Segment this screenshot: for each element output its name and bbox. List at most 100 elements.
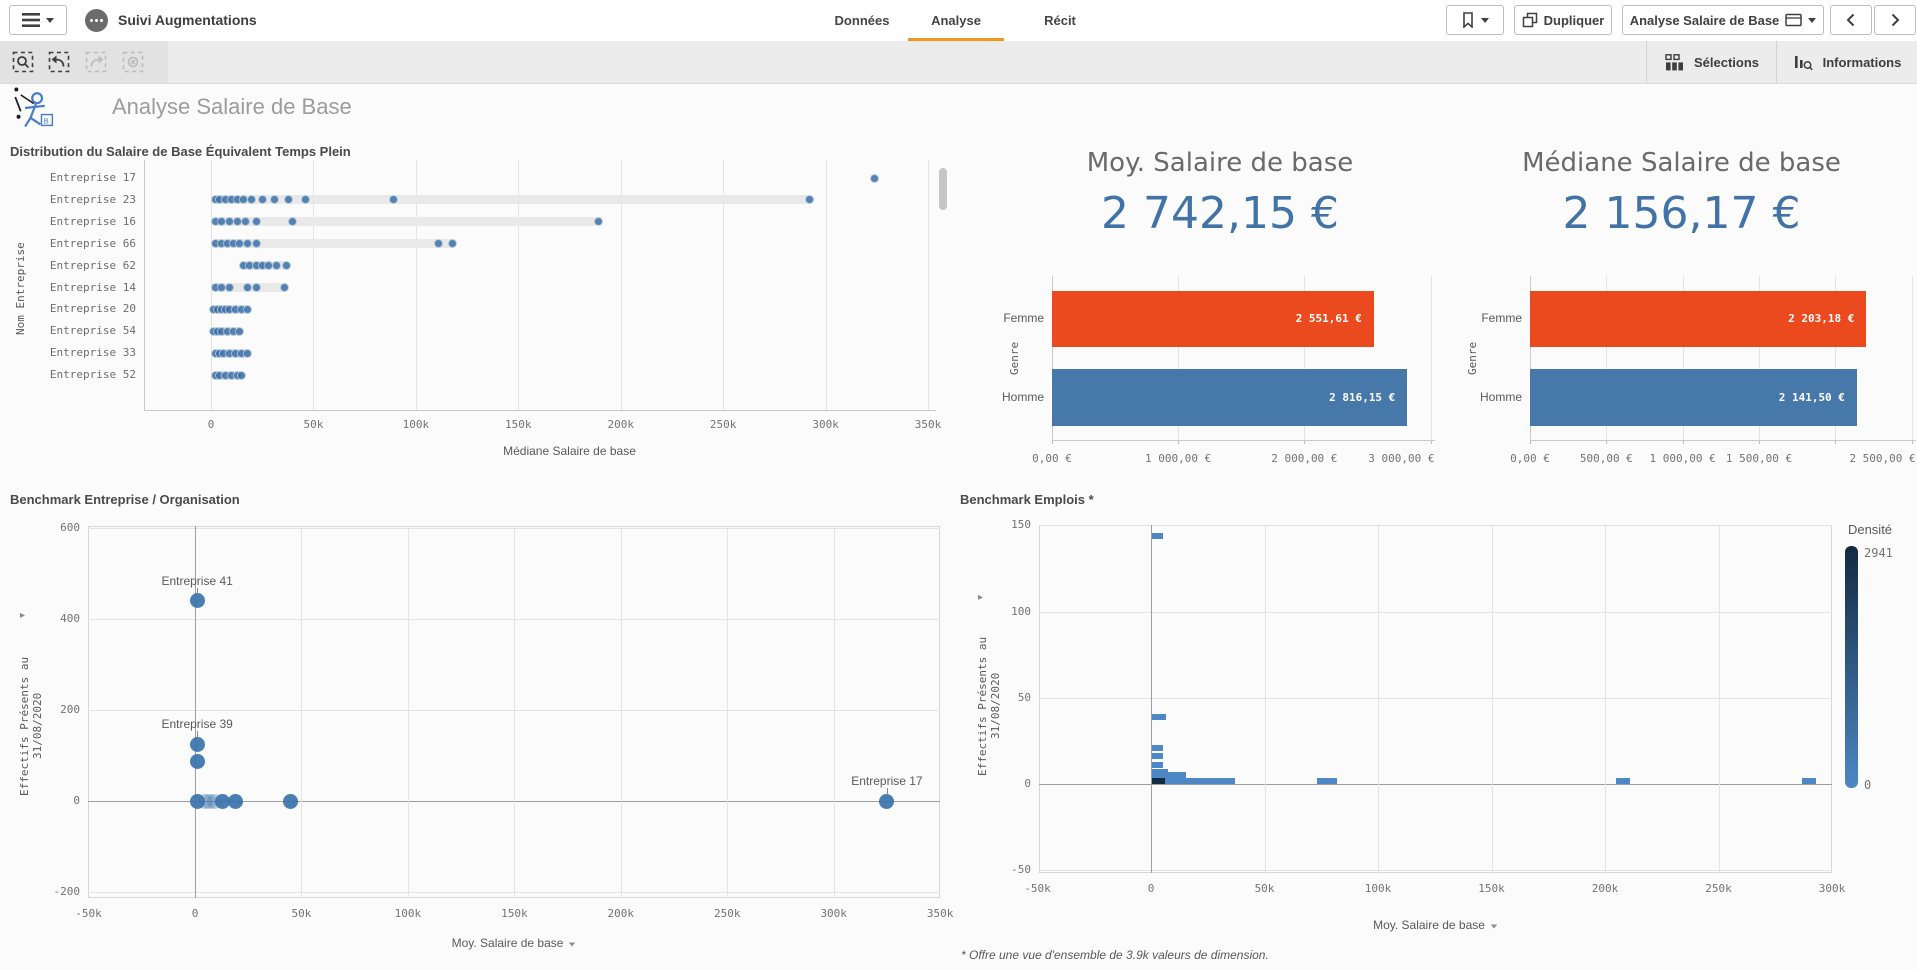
y-axis-title: Genre (1008, 328, 1021, 388)
chart-distribution-salaire[interactable]: Distribution du Salaire de Base Équivale… (6, 136, 956, 462)
legend-gradient-bar[interactable] (1845, 546, 1858, 788)
x-axis-title-label: Moy. Salaire de base (1373, 918, 1485, 932)
global-menu-button[interactable] (9, 5, 67, 35)
distribution-dot[interactable] (235, 327, 244, 336)
grid-line (928, 160, 929, 410)
axis-tick-label: 200k (591, 907, 651, 920)
x-axis-line (1052, 440, 1435, 441)
axis-tick-label: 0 (181, 418, 241, 431)
density-mark[interactable] (1802, 778, 1816, 784)
scatter-point[interactable] (190, 754, 205, 769)
row-label: Entreprise 14 (36, 281, 136, 294)
legend-title: Densité (1828, 522, 1912, 537)
distribution-dot[interactable] (252, 239, 261, 248)
selections-tool-button[interactable]: Sélections (1646, 41, 1777, 83)
axis-tick-label: 50k (283, 418, 343, 431)
distribution-dot[interactable] (252, 217, 261, 226)
duplicate-button[interactable]: Dupliquer (1514, 5, 1612, 35)
grid-line (1378, 525, 1379, 873)
step-forward-button[interactable] (79, 45, 113, 79)
distribution-dot[interactable] (225, 283, 234, 292)
distribution-range-bar[interactable] (215, 217, 598, 226)
y-axis-title[interactable]: Effectifs Présents au 31/08/2020 (18, 636, 44, 816)
y-axis-title[interactable]: Effectifs Présents au 31/08/2020 (976, 616, 1002, 796)
chevron-down-icon (569, 943, 575, 947)
axis-tick-label: 300k (796, 418, 856, 431)
axis-tick-label: 250k (693, 418, 753, 431)
axis-tick-label: 1 500,00 € (1714, 452, 1804, 465)
previous-sheet-button[interactable] (1830, 5, 1872, 35)
tab-donnees[interactable]: Données (820, 0, 904, 41)
top-bar: Suivi Augmentations Données Analyse Réci… (0, 0, 1917, 42)
distribution-dot[interactable] (448, 239, 457, 248)
clear-selections-button[interactable] (116, 45, 150, 79)
category-label: Homme (1458, 390, 1522, 404)
density-mark[interactable] (1152, 753, 1163, 759)
undo-icon (48, 51, 70, 73)
row-label: Entreprise 66 (36, 237, 136, 250)
axis-tick-label: 2 500,00 € (1826, 452, 1916, 465)
axis-tick-label: 100k (1348, 882, 1408, 895)
distribution-dot[interactable] (252, 283, 261, 292)
bar-value-label: 2 203,18 € (1530, 291, 1854, 347)
density-mark[interactable] (1317, 778, 1337, 784)
kpi-title[interactable]: Médiane Salaire de base (1462, 148, 1902, 178)
scatter-point[interactable] (283, 794, 298, 809)
distribution-dot[interactable] (237, 371, 246, 380)
x-axis-title: Médiane Salaire de base (460, 444, 680, 458)
bar-value-label: 2 551,61 € (1052, 291, 1362, 347)
scrollbar[interactable] (939, 168, 947, 210)
chart-benchmark-entreprise[interactable]: Benchmark Entreprise / Organisation60040… (6, 486, 954, 966)
app-title: Suivi Augmentations (118, 0, 257, 41)
sheet-selector[interactable]: Analyse Salaire de Base (1622, 5, 1824, 35)
chart-kpi-moyenne-salaire[interactable]: Moy. Salaire de base2 742,15 €0,00 €1 00… (1000, 136, 1452, 470)
distribution-dot[interactable] (243, 305, 252, 314)
sheet-logo: B (12, 84, 60, 132)
grid-line (1265, 525, 1266, 873)
x-axis-title[interactable]: Moy. Salaire de base (394, 936, 634, 950)
density-mark[interactable] (1152, 714, 1166, 720)
axis-tick-label: -50k (59, 907, 119, 920)
density-mark[interactable] (1616, 778, 1630, 784)
grid-line (301, 526, 302, 898)
next-sheet-button[interactable] (1874, 5, 1916, 35)
axis-tick-label: 0 (1121, 882, 1181, 895)
scatter-point[interactable] (879, 794, 894, 809)
axis-tick-label: 100k (386, 418, 446, 431)
axis-tick-label: 150k (488, 418, 548, 431)
bookmarks-button[interactable] (1446, 5, 1504, 35)
axis-tick-label: 600 (32, 521, 80, 534)
informations-label: Informations (1823, 55, 1902, 70)
density-mark[interactable] (1152, 762, 1163, 768)
axis-tick-label: 300k (1802, 882, 1862, 895)
chevron-right-icon (1889, 13, 1901, 27)
axis-tick-label: 2 000,00 € (1259, 452, 1349, 465)
chart-kpi-mediane-salaire[interactable]: Médiane Salaire de base2 156,17 €0,00 €5… (1458, 136, 1917, 470)
density-mark[interactable] (1152, 533, 1163, 539)
selections-toolbar: Sélections Informations (0, 41, 1917, 84)
axis-tick-label: 0,00 € (1007, 452, 1097, 465)
distribution-dot[interactable] (243, 349, 252, 358)
distribution-dot[interactable] (870, 174, 879, 183)
axis-tick-label: 250k (1689, 882, 1749, 895)
x-axis-title[interactable]: Moy. Salaire de base (1316, 918, 1556, 932)
density-mark[interactable] (1152, 745, 1163, 751)
scatter-point[interactable] (228, 794, 243, 809)
tab-analyse[interactable]: Analyse (908, 0, 1004, 41)
kpi-title[interactable]: Moy. Salaire de base (1000, 148, 1440, 178)
distribution-dot[interactable] (282, 261, 291, 270)
axis-tick-label: 150k (1462, 882, 1522, 895)
tab-label: Analyse (931, 13, 981, 28)
density-mark[interactable] (1165, 778, 1235, 784)
chart-benchmark-emplois[interactable]: Benchmark Emplois *150100500-50-50k050k1… (956, 486, 1917, 966)
axis-tick-label: 0 (165, 907, 225, 920)
scatter-point[interactable] (190, 737, 205, 752)
smart-search-button[interactable] (6, 45, 40, 79)
step-back-button[interactable] (42, 45, 76, 79)
scatter-point[interactable] (190, 593, 205, 608)
informations-tool-button[interactable]: Informations (1776, 41, 1917, 83)
distribution-dot[interactable] (280, 283, 289, 292)
distribution-dot[interactable] (594, 217, 603, 226)
tab-recit[interactable]: Récit (1018, 0, 1102, 41)
app-icon[interactable] (85, 9, 108, 32)
